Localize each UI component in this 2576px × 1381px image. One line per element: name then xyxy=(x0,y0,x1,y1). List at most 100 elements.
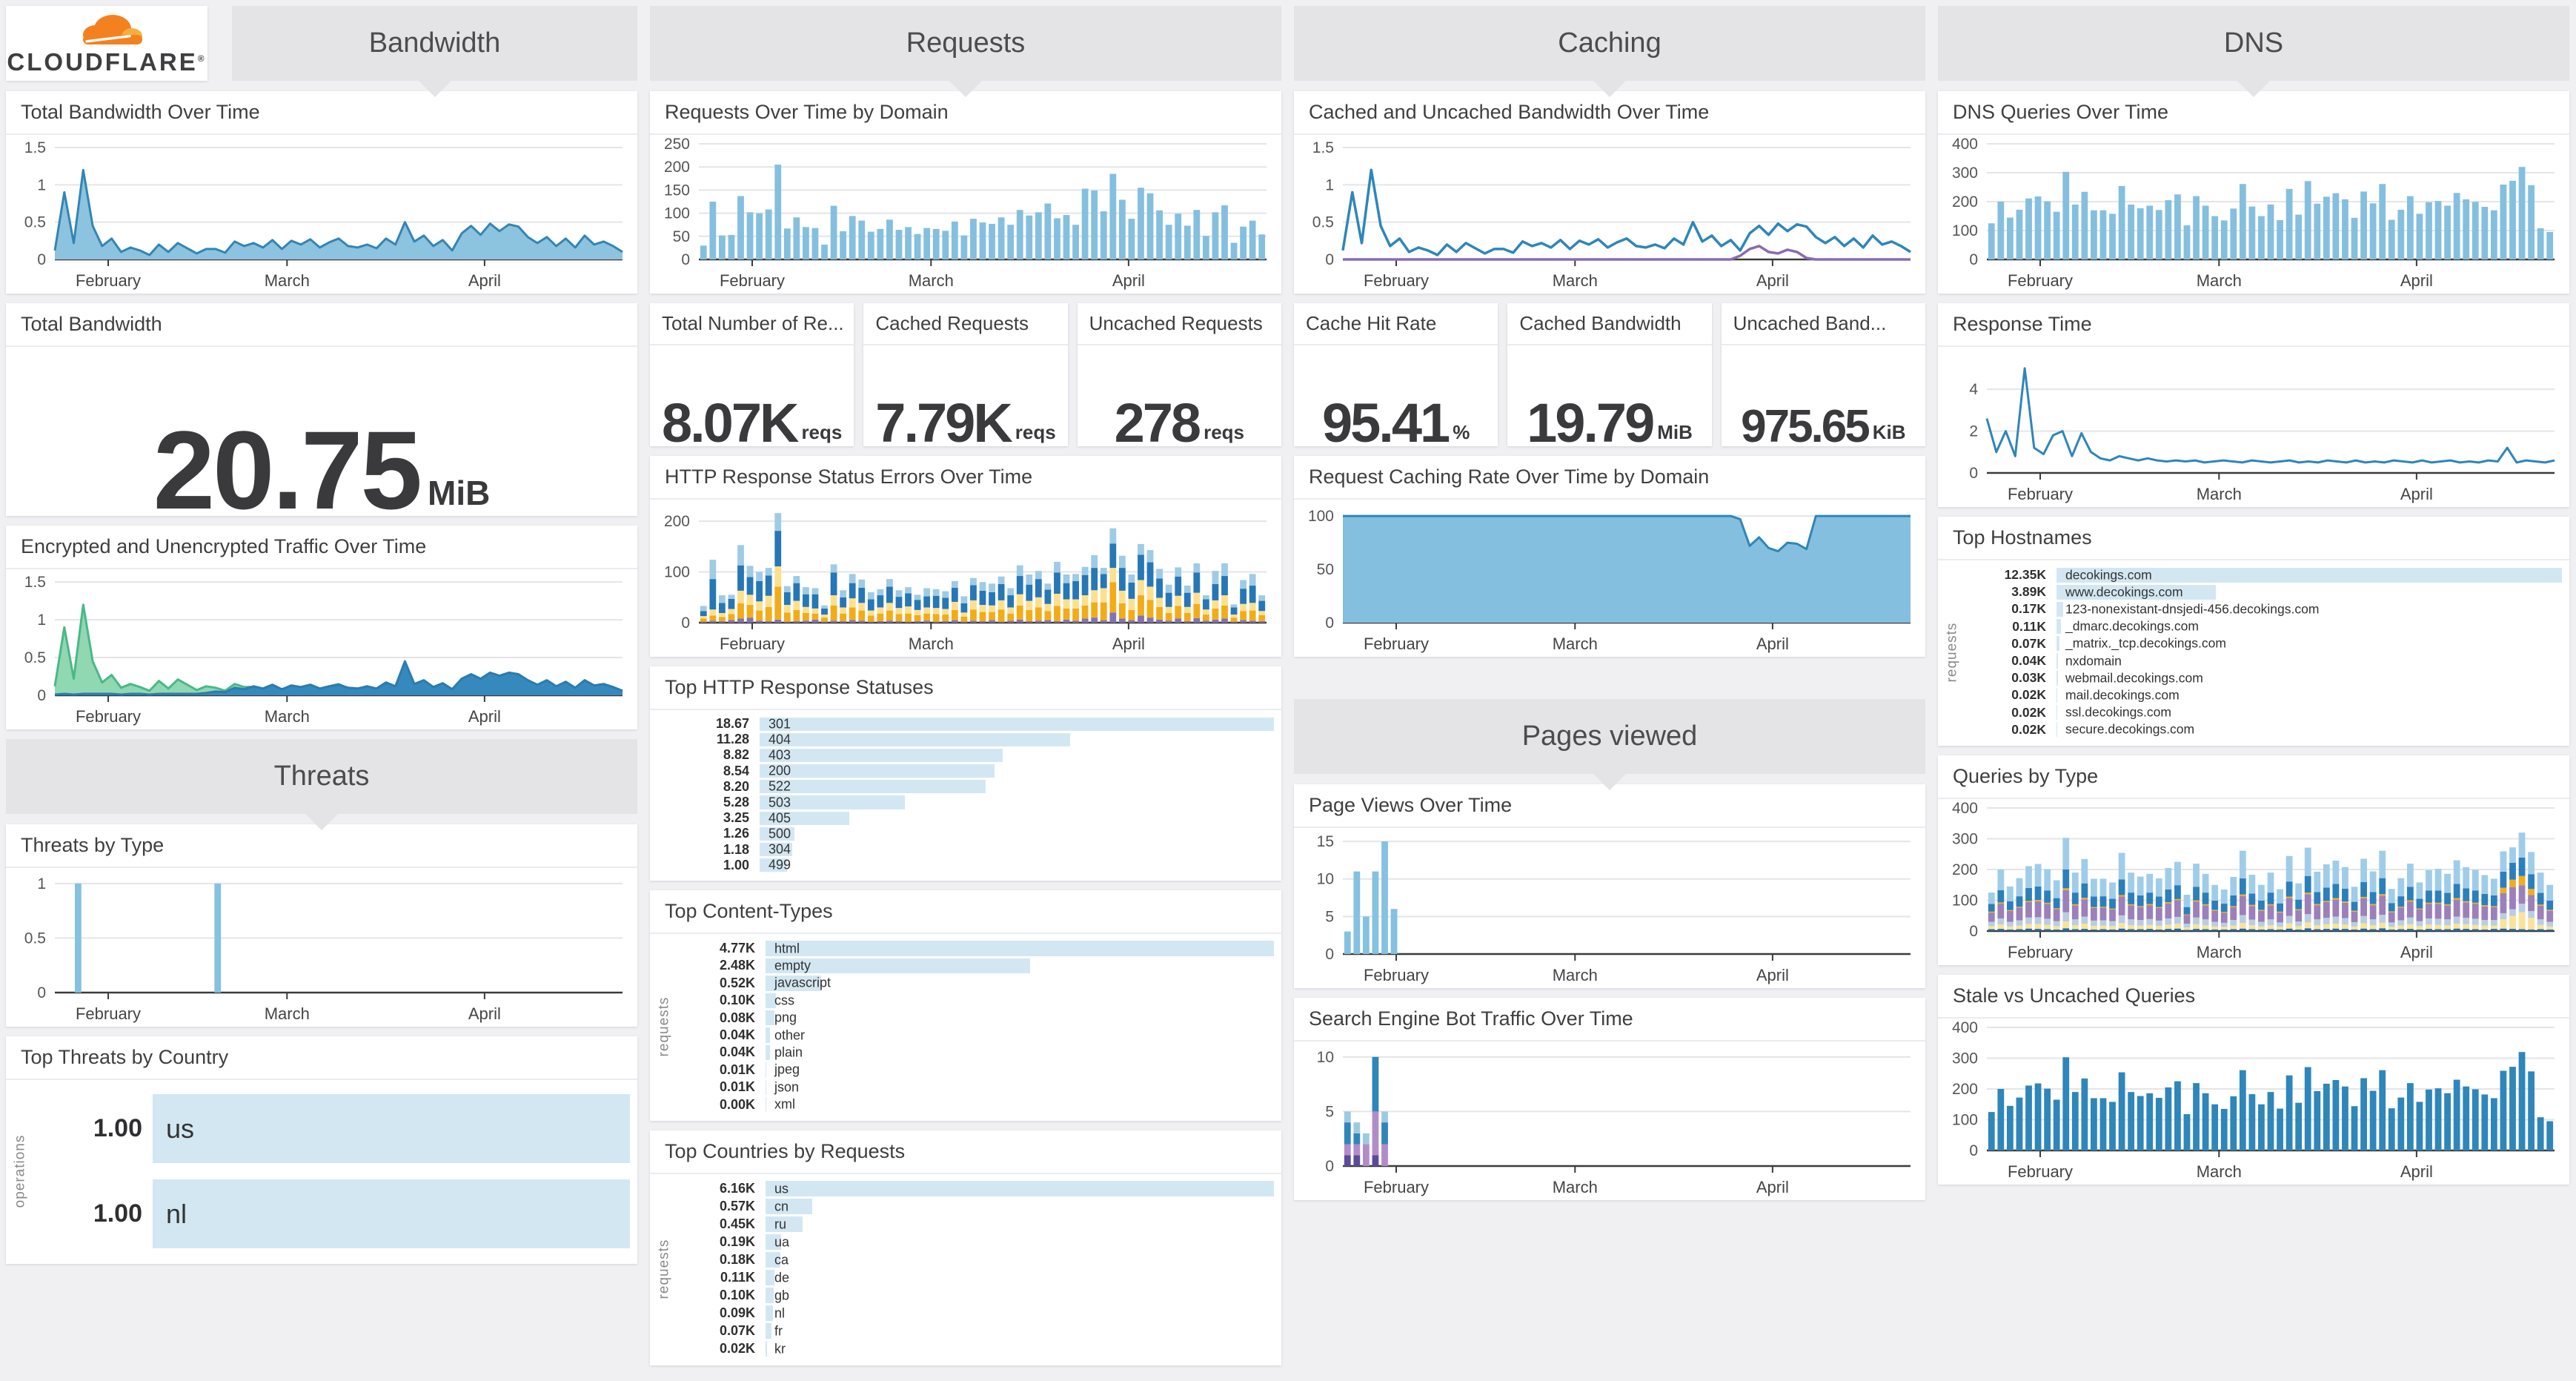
svg-text:April: April xyxy=(1756,271,1789,290)
svg-text:0: 0 xyxy=(1969,1142,1978,1159)
svg-text:0: 0 xyxy=(37,687,46,704)
stat-unit: reqs xyxy=(1015,421,1056,443)
row-bar xyxy=(766,1010,774,1026)
row-value: 3.89K xyxy=(2011,584,2046,600)
row-bar xyxy=(766,941,1274,956)
svg-text:1: 1 xyxy=(37,612,46,629)
stat-value: 95.41 xyxy=(1322,392,1450,454)
band-pointer xyxy=(2236,79,2271,97)
svg-text:200: 200 xyxy=(664,159,690,176)
chart-request-caching-rate: 0 50 100 February March April xyxy=(1308,508,1911,653)
row-value: 0.19K xyxy=(719,1234,755,1250)
card-top-threats-by-country: Top Threats by Country operations 1.00 us… xyxy=(6,1036,637,1264)
axis-label-requests: requests xyxy=(1944,622,1959,683)
row-bar xyxy=(760,732,1071,746)
card-top-content-types: Top Content-Types requests 4.77K html 2.48… xyxy=(650,890,1281,1121)
chart-total-bandwidth-over-time: 0 0.5 1 1.5 February March April xyxy=(24,139,623,290)
row-value: 0.02K xyxy=(2011,721,2046,737)
card-total-bandwidth-over-time: Total Bandwidth Over Time 0 0.5 1 1.5 Februa… xyxy=(6,91,637,294)
svg-text:March: March xyxy=(909,635,954,653)
row-bar xyxy=(766,1027,770,1043)
row-bar xyxy=(760,811,849,825)
svg-text:1.5: 1.5 xyxy=(24,574,46,591)
stat-value: 278 xyxy=(1114,392,1201,454)
cloudflare-logo[interactable]: CLOUDFLARE® xyxy=(6,6,208,81)
row-value: 0.07K xyxy=(719,1323,755,1339)
section-title-caching: Caching xyxy=(1558,27,1662,59)
card-title: Uncached Band... xyxy=(1721,303,1925,345)
row-value: 0.09K xyxy=(719,1305,755,1321)
row-label: 405 xyxy=(769,810,791,826)
row-label: us xyxy=(166,1113,195,1144)
card-title: Encrypted and Unencrypted Traffic Over T… xyxy=(6,526,637,569)
row-bar xyxy=(2057,567,2562,583)
row-label: json xyxy=(774,1079,800,1095)
svg-text:100: 100 xyxy=(1952,1111,1978,1128)
list-row: 8.82 403 xyxy=(675,747,1274,763)
row-value: 1.26 xyxy=(723,826,749,841)
row-value: 3.25 xyxy=(723,810,749,826)
svg-text:February: February xyxy=(1364,1178,1429,1196)
row-label: mail.decokings.com xyxy=(2065,687,2180,703)
svg-text:March: March xyxy=(1553,966,1598,984)
row-value: 0.04K xyxy=(2011,653,2046,669)
svg-text:5: 5 xyxy=(1325,1103,1334,1120)
card-title: Uncached Requests xyxy=(1077,303,1281,345)
column-caching: Caching Cached and Uncached Bandwidth Ov… xyxy=(1294,6,1925,1210)
list-row: 0.52K javascript xyxy=(675,975,1274,992)
row-value: 0.18K xyxy=(719,1252,755,1268)
row-label: kr xyxy=(774,1341,786,1357)
row-label: nl xyxy=(774,1305,786,1321)
card-cached-bandwidth: Cached Bandwidth 19.79 MiB xyxy=(1507,303,1712,451)
chart-stale-vs-uncached-queries: 0 100 200 300 400 February March April xyxy=(1952,1020,2555,1181)
row-label: 123-nonexistant-dnsjedi-456.decokings.co… xyxy=(2065,601,2320,617)
svg-text:February: February xyxy=(2008,943,2073,961)
row-value: 8.82 xyxy=(723,747,749,763)
card-title: Cached Bandwidth xyxy=(1507,303,1712,345)
svg-text:50: 50 xyxy=(673,228,690,245)
svg-text:April: April xyxy=(2400,1162,2433,1181)
chart-page-views: 0 5 10 15 February March April xyxy=(1317,833,1911,984)
row-label: ca xyxy=(774,1252,789,1268)
row-label: secure.decokings.com xyxy=(2065,721,2195,737)
list-row: 1.00 nl xyxy=(31,1171,630,1256)
row-value: 0.00K xyxy=(719,1096,755,1112)
svg-text:February: February xyxy=(76,1004,141,1023)
svg-text:0: 0 xyxy=(1969,251,1978,268)
svg-text:March: March xyxy=(265,271,310,290)
section-band-caching: Caching xyxy=(1294,6,1925,97)
row-bar xyxy=(766,1234,782,1251)
svg-text:March: March xyxy=(265,1004,310,1023)
list-row: 18.67 301 xyxy=(675,716,1274,732)
section-band-bandwidth: Bandwidth xyxy=(232,6,637,97)
list-row: 0.11K _dmarc.decokings.com xyxy=(1963,618,2562,635)
card-title: Cached and Uncached Bandwidth Over Time xyxy=(1294,91,1925,135)
row-value: 0.07K xyxy=(2011,635,2046,651)
cloudflare-cloud-icon xyxy=(83,15,142,44)
svg-text:0.5: 0.5 xyxy=(24,649,46,666)
svg-text:0: 0 xyxy=(37,984,46,1001)
svg-text:250: 250 xyxy=(664,136,690,153)
axis-label-operations: operations xyxy=(12,1134,28,1208)
list-row: 2.48K empty xyxy=(675,957,1274,974)
row-bar xyxy=(2057,653,2059,669)
chart-cached-uncached-bandwidth: 0 0.5 1 1.5 February March April xyxy=(1312,139,1911,290)
section-title-pages-viewed: Pages viewed xyxy=(1521,721,1698,752)
row-bar xyxy=(760,827,794,841)
svg-text:February: February xyxy=(76,271,141,290)
card-top-hostnames: Top Hostnames requests 12.35K decokings.c… xyxy=(1938,517,2569,746)
row-label: cn xyxy=(774,1199,789,1214)
svg-text:March: March xyxy=(2197,271,2242,290)
row-value: 0.04K xyxy=(719,1027,755,1043)
svg-text:1: 1 xyxy=(1325,176,1334,193)
row-value: 0.10K xyxy=(719,1288,755,1303)
row-value: 0.45K xyxy=(719,1216,755,1232)
list-row: 0.45K ru xyxy=(675,1216,1274,1233)
card-cached-requests: Cached Requests 7.79K reqs xyxy=(863,303,1068,451)
svg-text:0: 0 xyxy=(37,251,46,268)
row-bar xyxy=(766,976,821,991)
row-label: empty xyxy=(774,958,811,973)
row-value: 2.48K xyxy=(719,958,755,973)
row-value: 0.01K xyxy=(719,1062,755,1077)
row-value: 8.54 xyxy=(723,763,749,778)
